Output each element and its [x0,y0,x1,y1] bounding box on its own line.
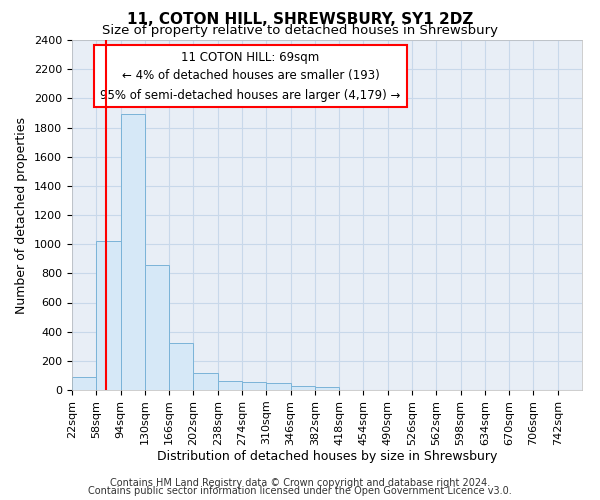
Bar [169,344,193,390]
Text: Size of property relative to detached houses in Shrewsbury: Size of property relative to detached ho… [102,24,498,37]
Bar [315,387,339,390]
Y-axis label: Number of detached properties: Number of detached properties [16,116,28,314]
Text: 11 COTON HILL: 69sqm
← 4% of detached houses are smaller (193)
95% of semi-detac: 11 COTON HILL: 69sqm ← 4% of detached ho… [100,50,401,102]
Bar [96,240,121,390]
Bar [242,382,266,390]
Text: Contains HM Land Registry data © Crown copyright and database right 2024.: Contains HM Land Registry data © Crown c… [110,478,490,488]
Text: 11, COTON HILL, SHREWSBURY, SY1 2DZ: 11, COTON HILL, SHREWSBURY, SY1 2DZ [127,12,473,28]
Bar [72,377,96,390]
Bar [290,386,315,390]
Bar [266,384,290,390]
Bar [121,114,145,390]
X-axis label: Distribution of detached houses by size in Shrewsbury: Distribution of detached houses by size … [157,450,497,464]
Text: Contains public sector information licensed under the Open Government Licence v3: Contains public sector information licen… [88,486,512,496]
Bar [145,264,169,390]
Bar [193,373,218,390]
Bar [218,381,242,390]
